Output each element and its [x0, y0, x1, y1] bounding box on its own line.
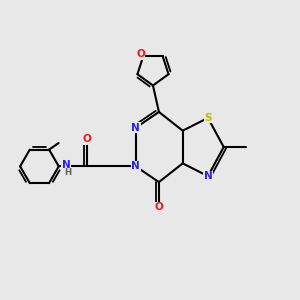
Text: O: O	[154, 202, 163, 212]
Text: N: N	[62, 160, 70, 170]
Text: N: N	[131, 123, 140, 133]
Text: S: S	[204, 113, 212, 123]
Text: O: O	[136, 50, 145, 59]
Text: N: N	[204, 171, 212, 181]
Text: O: O	[82, 134, 91, 144]
Text: N: N	[131, 161, 140, 171]
Text: H: H	[64, 168, 71, 177]
